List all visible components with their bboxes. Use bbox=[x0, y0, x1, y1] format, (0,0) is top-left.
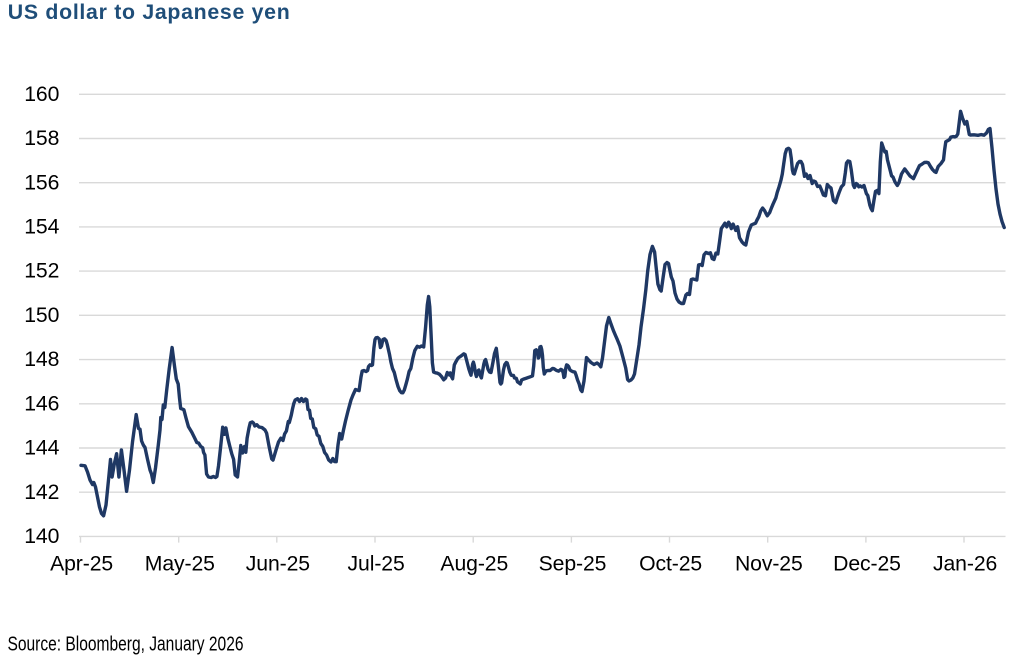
svg-text:Oct-25: Oct-25 bbox=[639, 552, 702, 575]
svg-text:160: 160 bbox=[24, 83, 59, 106]
svg-text:Aug-25: Aug-25 bbox=[440, 552, 508, 575]
svg-text:146: 146 bbox=[24, 392, 59, 415]
svg-text:Dec-25: Dec-25 bbox=[833, 552, 901, 575]
svg-text:150: 150 bbox=[24, 304, 59, 327]
svg-text:Source: Bloomberg, January 202: Source: Bloomberg, January 2026 bbox=[8, 633, 244, 655]
svg-text:156: 156 bbox=[24, 171, 59, 194]
svg-text:152: 152 bbox=[24, 260, 59, 283]
svg-text:Jun-25: Jun-25 bbox=[246, 552, 310, 575]
svg-text:Jul-25: Jul-25 bbox=[348, 552, 405, 575]
svg-text:158: 158 bbox=[24, 127, 59, 150]
svg-text:140: 140 bbox=[24, 525, 59, 548]
svg-text:Apr-25: Apr-25 bbox=[50, 552, 113, 575]
svg-text:Sep-25: Sep-25 bbox=[539, 552, 607, 575]
svg-text:May-25: May-25 bbox=[145, 552, 215, 575]
svg-text:142: 142 bbox=[24, 481, 59, 504]
svg-text:154: 154 bbox=[24, 216, 59, 239]
svg-text:Nov-25: Nov-25 bbox=[735, 552, 803, 575]
svg-text:US dollar to Japanese yen: US dollar to Japanese yen bbox=[8, 0, 291, 24]
svg-text:148: 148 bbox=[24, 348, 59, 371]
svg-text:144: 144 bbox=[24, 437, 59, 460]
svg-text:Jan-26: Jan-26 bbox=[933, 552, 997, 575]
